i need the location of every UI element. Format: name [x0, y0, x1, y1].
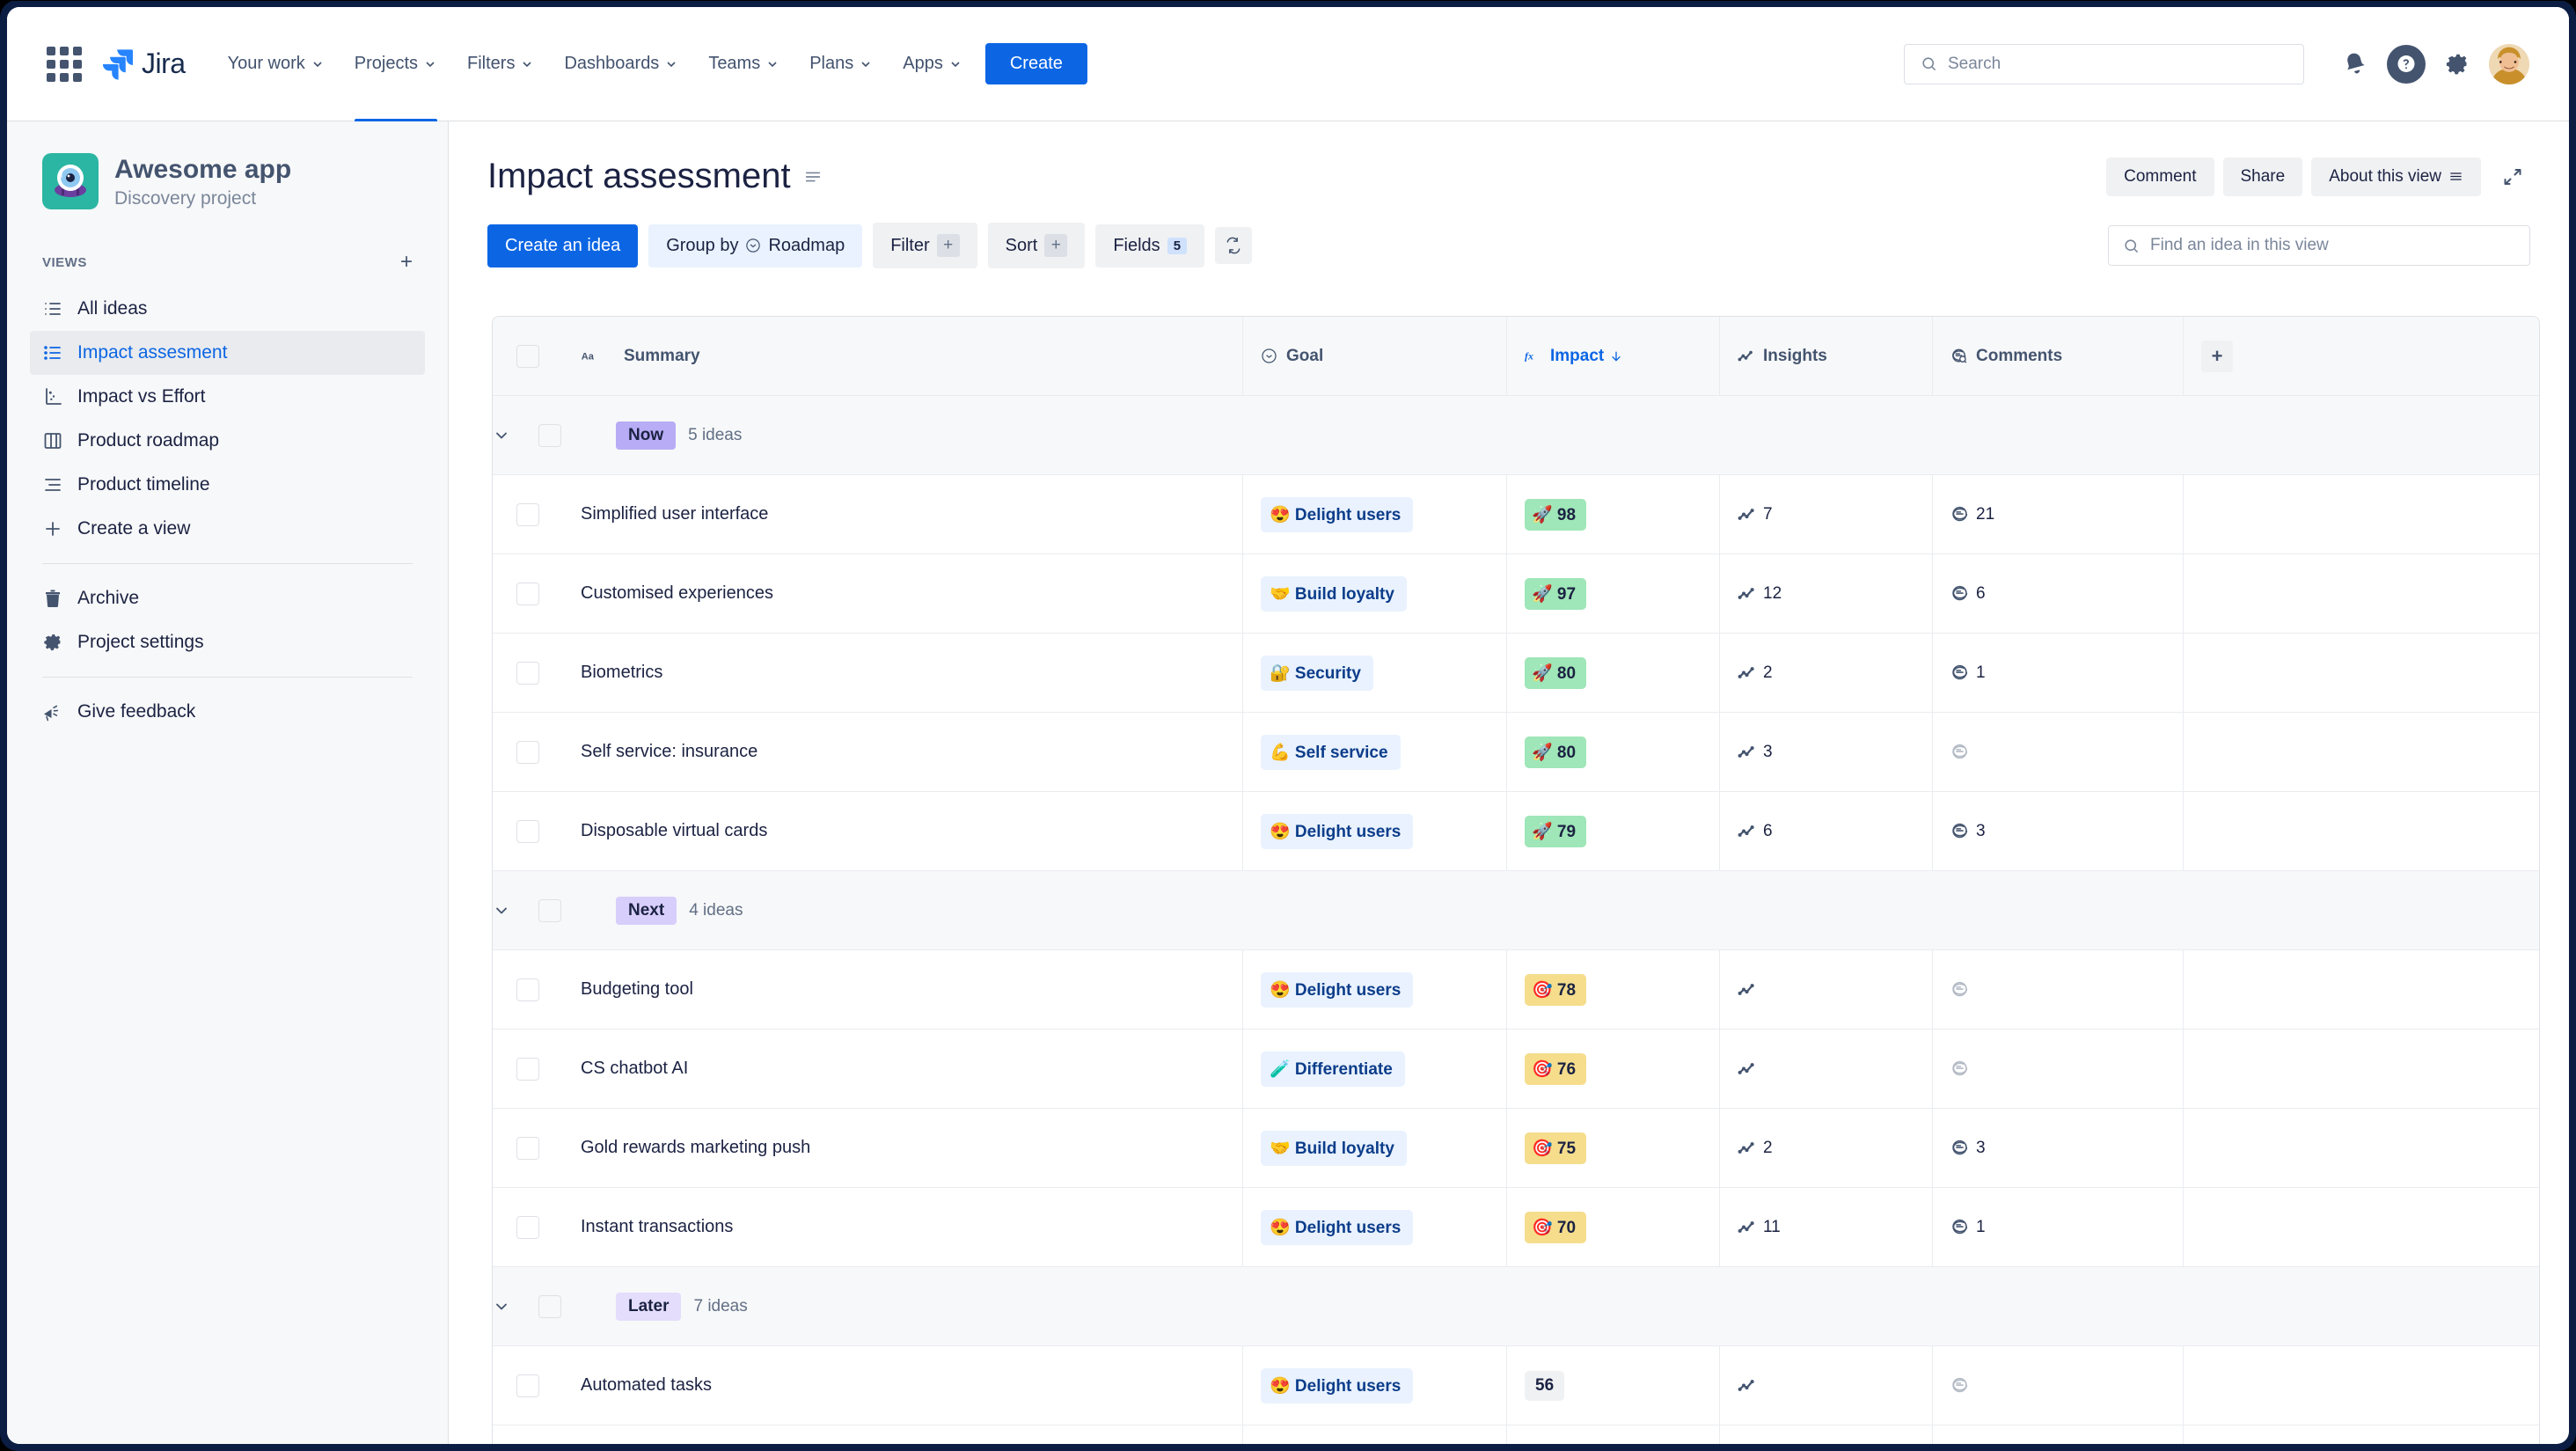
svg-text:fx: fx	[1525, 349, 1533, 362]
svg-text:Aa: Aa	[582, 351, 595, 362]
